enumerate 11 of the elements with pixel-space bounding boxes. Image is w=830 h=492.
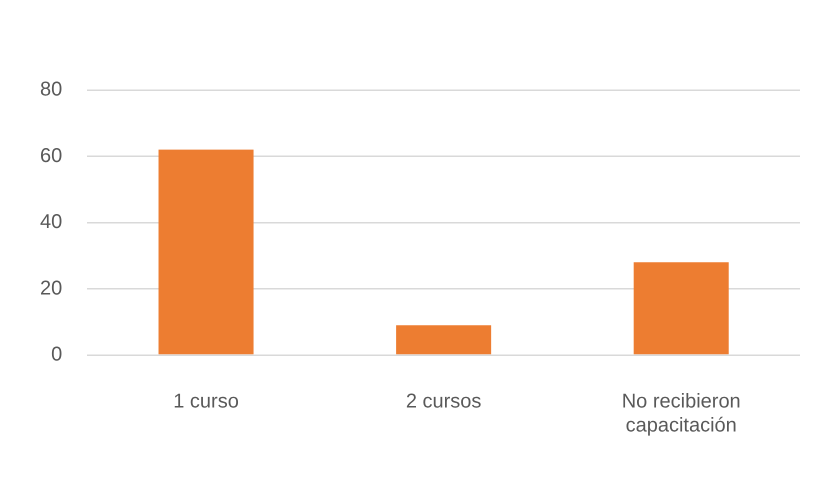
bar <box>634 262 729 354</box>
y-tick-label: 60 <box>40 144 62 167</box>
y-tick-label: 40 <box>40 211 62 234</box>
x-tick-label: No recibieron capacitación <box>622 390 741 437</box>
bar <box>158 150 254 354</box>
x-tick-label: 1 curso <box>173 390 239 413</box>
x-tick-label: 2 cursos <box>406 390 482 413</box>
bar <box>396 325 492 354</box>
y-tick-label: 0 <box>51 344 62 366</box>
y-tick-label: 80 <box>40 78 62 101</box>
y-tick-label: 20 <box>40 277 62 300</box>
